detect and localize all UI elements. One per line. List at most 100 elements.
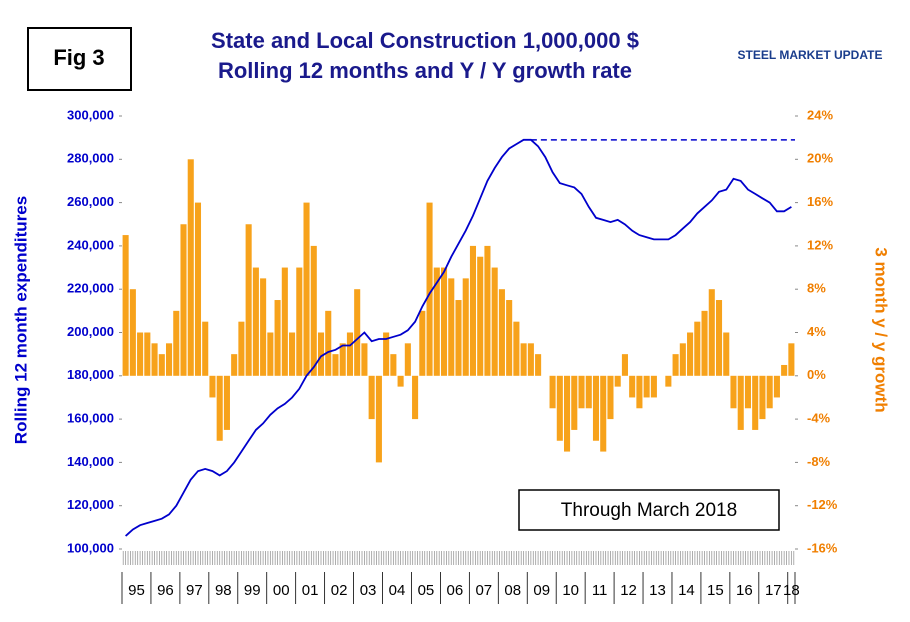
bar: [643, 375, 650, 398]
bar: [202, 321, 209, 376]
y-tick-label: 240,000: [67, 237, 114, 252]
y-axis-label: Rolling 12 month expenditures: [11, 196, 30, 444]
bar: [564, 375, 571, 452]
bar: [158, 354, 165, 376]
bar: [506, 300, 513, 376]
bar: [600, 375, 607, 452]
x-tick-label: 18: [783, 582, 800, 599]
bar: [679, 343, 686, 376]
x-tick-label: 08: [504, 582, 521, 599]
x-tick-label: 98: [215, 582, 232, 599]
bar: [535, 354, 542, 376]
x-tick-label: 00: [273, 582, 290, 599]
bar: [614, 375, 621, 387]
x-tick-label: 17: [765, 582, 782, 599]
bar: [260, 278, 267, 376]
bar: [426, 202, 433, 376]
x-tick-label: 01: [302, 582, 319, 599]
x-axis-strip: [110, 549, 803, 567]
bar: [621, 354, 628, 376]
bar: [571, 375, 578, 430]
bar: [165, 343, 173, 376]
y2-tick-label: 4%: [807, 324, 826, 339]
bar: [440, 267, 448, 376]
bar: [549, 375, 556, 409]
x-tick-label: 10: [562, 582, 579, 599]
y2-tick-label: 8%: [807, 281, 826, 296]
x-tick-label: 02: [331, 582, 348, 599]
bar: [346, 332, 353, 376]
bar: [744, 375, 752, 409]
y2-tick-label: 16%: [807, 194, 833, 209]
bar: [578, 375, 585, 409]
x-tick-label: 16: [736, 582, 753, 599]
y-tick-label: 280,000: [67, 151, 114, 166]
bar: [477, 256, 484, 376]
x-tick-label: 13: [649, 582, 666, 599]
x-tick-label: 15: [707, 582, 724, 599]
y2-axis-label: 3 month y / y growth: [872, 247, 891, 412]
bar: [303, 202, 310, 376]
bar: [404, 343, 411, 376]
bar: [216, 375, 223, 441]
bar: [773, 375, 780, 398]
bar: [469, 245, 477, 376]
bar: [448, 278, 455, 376]
x-tick-label: 03: [360, 582, 377, 599]
annotation: Through March 2018: [561, 500, 737, 521]
bar: [715, 300, 723, 376]
bar: [462, 278, 469, 376]
bar: [672, 354, 679, 376]
bar: [687, 332, 694, 376]
bar: [708, 289, 715, 376]
y-tick-label: 100,000: [67, 540, 114, 555]
x-tick-label: 97: [186, 582, 203, 599]
y2-tick-label: -16%: [807, 540, 838, 555]
bar: [231, 354, 238, 376]
bar: [390, 354, 397, 376]
bar: [223, 375, 230, 430]
bar: [317, 332, 325, 376]
bar: [752, 375, 759, 430]
bar: [375, 375, 382, 463]
logo: STEEL MARKET UPDATE: [738, 48, 883, 62]
bar: [325, 310, 332, 376]
x-tick-label: 96: [157, 582, 174, 599]
y2-tick-label: 0%: [807, 367, 826, 382]
bar: [289, 332, 296, 376]
bar: [759, 375, 766, 420]
bar: [296, 267, 303, 376]
bar: [433, 267, 440, 376]
y-tick-label: 180,000: [67, 367, 114, 382]
bar: [723, 332, 730, 376]
bar: [737, 375, 744, 430]
bar: [209, 375, 216, 398]
fig-label: Fig 3: [53, 45, 104, 70]
bar: [781, 364, 788, 376]
x-tick-label: 09: [533, 582, 550, 599]
y-tick-label: 260,000: [67, 194, 114, 209]
bar: [412, 375, 419, 420]
bar: [339, 343, 346, 376]
bar: [665, 375, 672, 387]
line: [125, 138, 792, 537]
y-tick-label: 140,000: [67, 454, 114, 469]
y2-tick-label: 24%: [807, 107, 833, 122]
bar: [491, 267, 498, 376]
bar: [788, 343, 795, 376]
y2-tick-label: 20%: [807, 151, 833, 166]
bar: [607, 375, 614, 420]
bar: [694, 321, 701, 376]
bar: [636, 375, 643, 409]
bar: [274, 300, 281, 376]
bar: [383, 332, 390, 376]
bar: [151, 343, 158, 376]
bar: [556, 375, 563, 441]
bar: [361, 343, 368, 376]
y-tick-label: 300,000: [67, 107, 114, 122]
bar: [194, 202, 202, 376]
bar: [173, 310, 180, 376]
y-tick-label: 120,000: [67, 497, 114, 512]
bar: [245, 224, 252, 376]
